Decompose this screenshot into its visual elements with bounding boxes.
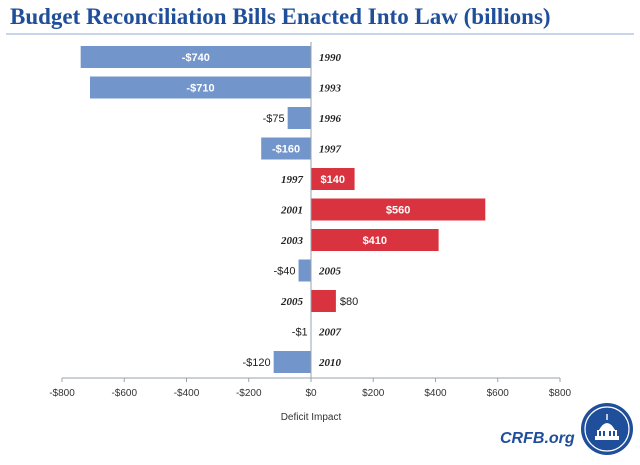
x-tick-label-4: $0 — [305, 388, 317, 399]
value-label-0: -$740 — [182, 52, 210, 64]
bar-2 — [287, 107, 311, 129]
bars-layer — [80, 46, 486, 373]
value-label-5: $560 — [386, 205, 410, 217]
value-label-3: -$160 — [272, 144, 300, 156]
value-label-9: -$1 — [292, 327, 308, 339]
category-label-3: 1997 — [319, 144, 342, 156]
bar-5 — [311, 198, 486, 221]
category-label-6: 2003 — [280, 235, 304, 247]
x-tick-label-7: $600 — [487, 388, 510, 399]
x-tick-label-2: -$400 — [174, 388, 200, 399]
category-label-0: 1990 — [319, 52, 342, 64]
brand-label[interactable]: CRFB.org — [500, 430, 575, 447]
x-tick-label-6: $400 — [424, 388, 447, 399]
capitol-seal-icon — [581, 403, 633, 455]
category-label-9: 2007 — [318, 327, 342, 339]
value-label-6: $410 — [363, 235, 387, 247]
labels-layer: -$740 1990 -$710 1993 -$75 1996 -$160 1997 $140 1… — [182, 52, 411, 369]
x-axis: -$800 -$600 -$400 -$200 $0 $200 $400 $600 $800 De… — [49, 42, 572, 423]
category-label-4: 1997 — [281, 174, 304, 186]
x-tick-label-0: -$800 — [49, 388, 75, 399]
bar-1 — [90, 76, 311, 99]
value-label-10: -$120 — [243, 357, 271, 369]
value-label-2: -$75 — [263, 113, 285, 125]
x-axis-title: Deficit Impact — [281, 412, 342, 423]
bar-0 — [80, 46, 311, 68]
value-label-8: $80 — [340, 296, 358, 308]
category-label-7: 2005 — [318, 266, 342, 278]
value-label-4: $140 — [321, 174, 345, 186]
chart-title: Budget Reconciliation Bills Enacted Into… — [10, 4, 551, 29]
bar-7 — [298, 259, 311, 282]
category-label-10: 2010 — [318, 357, 342, 369]
bar-6 — [311, 229, 439, 251]
bar-8 — [311, 290, 336, 312]
bar-4 — [311, 168, 355, 190]
bar-10 — [273, 351, 311, 373]
value-label-1: -$710 — [186, 83, 214, 95]
title-divider — [6, 33, 634, 35]
x-tick-label-3: -$200 — [236, 388, 262, 399]
category-label-5: 2001 — [280, 205, 303, 217]
bar-3 — [261, 137, 311, 160]
x-tick-label-5: $200 — [362, 388, 385, 399]
value-label-7: -$40 — [274, 266, 296, 278]
category-label-2: 1996 — [319, 113, 342, 125]
x-tick-label-1: -$600 — [111, 388, 137, 399]
category-label-8: 2005 — [280, 296, 304, 308]
category-label-1: 1993 — [319, 83, 342, 95]
x-tick-label-8: $800 — [549, 388, 572, 399]
